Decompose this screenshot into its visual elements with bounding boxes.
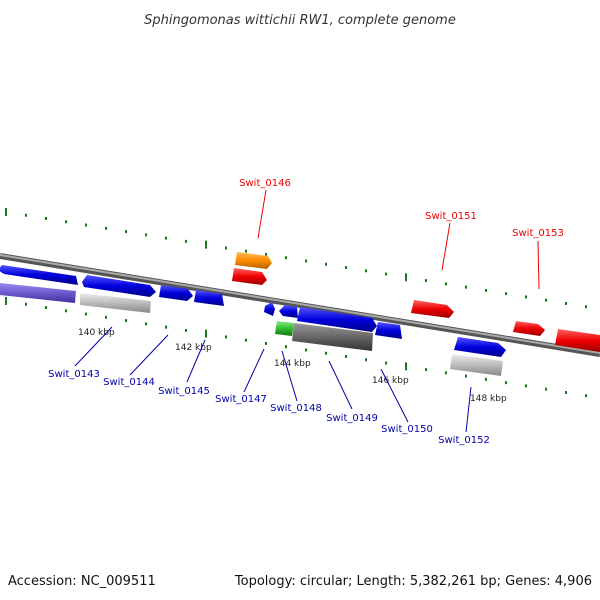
gene-arrow[interactable] — [235, 252, 272, 269]
gene-bar[interactable] — [292, 323, 373, 351]
other-gene-labels: Swit_0143 Swit_0144 Swit_0145 Swit_0147 … — [48, 326, 490, 446]
genome-summary-text: Topology: circular; Length: 5,382,261 bp… — [234, 574, 592, 589]
inner-tick-track — [5, 296, 587, 398]
leader-line — [129, 334, 169, 376]
gene-arrow[interactable] — [297, 307, 377, 332]
gene-label-swit-0153[interactable]: Swit_0153 — [512, 228, 564, 239]
gene-features — [0, 252, 600, 376]
leader-line — [74, 326, 113, 367]
gene-bar[interactable] — [80, 293, 151, 313]
gene-label-swit-0144[interactable]: Swit_0144 — [103, 377, 155, 388]
leader-line — [537, 240, 540, 290]
leader-line — [380, 368, 409, 423]
gene-arrow[interactable] — [411, 300, 454, 318]
gene-arrow[interactable] — [159, 285, 193, 301]
outer-tick-track — [5, 207, 587, 309]
scale-label: 144 kbp — [274, 359, 311, 369]
gene-label-swit-0148[interactable]: Swit_0148 — [270, 403, 322, 414]
scale-label: 142 kbp — [175, 343, 212, 353]
gene-arrow[interactable] — [264, 302, 275, 316]
gene-label-swit-0152[interactable]: Swit_0152 — [438, 435, 490, 446]
leader-line — [465, 386, 472, 433]
scale-label: 148 kbp — [470, 394, 507, 404]
highlight-gene-labels: Swit_0146 Swit_0151 Swit_0153 — [239, 178, 564, 290]
scale-labels: 140 kbp 142 kbp 144 kbp 146 kbp 148 kbp — [78, 328, 507, 404]
gene-label-swit-0145[interactable]: Swit_0145 — [158, 386, 210, 397]
genome-backbone — [0, 253, 600, 357]
gene-label-swit-0146[interactable]: Swit_0146 — [239, 178, 291, 189]
gene-arrow[interactable] — [454, 337, 506, 357]
leader-line — [328, 360, 353, 410]
gene-label-swit-0147[interactable]: Swit_0147 — [215, 394, 267, 405]
leader-line — [186, 339, 206, 383]
gene-label-swit-0150[interactable]: Swit_0150 — [381, 424, 433, 435]
scale-label: 140 kbp — [78, 328, 115, 338]
gene-arrow[interactable] — [375, 322, 402, 339]
gene-label-swit-0143[interactable]: Swit_0143 — [48, 369, 100, 380]
gene-label-swit-0149[interactable]: Swit_0149 — [326, 413, 378, 424]
leader-line — [243, 348, 265, 393]
gene-arrow[interactable] — [194, 290, 224, 306]
gene-arrow[interactable] — [513, 321, 545, 336]
gene-arrow[interactable] — [232, 268, 267, 285]
accession-text: Accession: NC_009511 — [8, 574, 156, 589]
leader-line — [441, 222, 451, 271]
gene-arrow[interactable] — [279, 305, 298, 318]
gene-arrow[interactable] — [555, 329, 600, 352]
leader-line — [281, 350, 298, 402]
scale-label: 146 kbp — [372, 376, 409, 386]
gene-arrow[interactable] — [0, 265, 78, 285]
map-title: Sphingomonas wittichii RW1, complete gen… — [144, 13, 456, 28]
gene-arrow[interactable] — [82, 275, 156, 297]
gene-label-swit-0151[interactable]: Swit_0151 — [425, 211, 477, 222]
gene-bar[interactable] — [450, 354, 503, 376]
gene-bar[interactable] — [275, 321, 294, 336]
gene-bar[interactable] — [0, 283, 76, 303]
leader-line — [257, 189, 267, 239]
